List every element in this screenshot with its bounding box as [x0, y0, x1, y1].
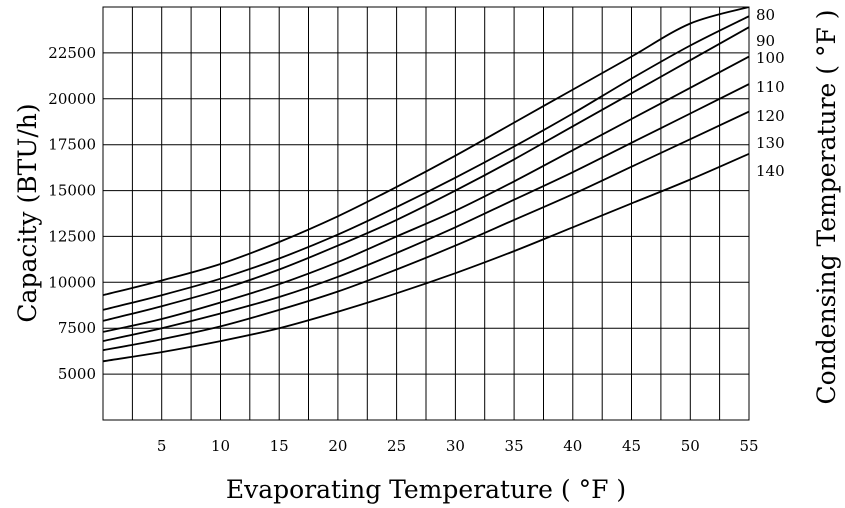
series-label-110: 110: [756, 78, 785, 96]
plot-frame: [102, 6, 750, 421]
x-tick-label: 20: [328, 437, 347, 455]
series-line-130: [103, 110, 749, 352]
series-label-80: 80: [756, 6, 775, 24]
x-tick-label: 25: [387, 437, 406, 455]
series-label-140: 140: [756, 162, 785, 180]
series-line-140: [103, 152, 749, 363]
x-tick-label: 55: [739, 437, 758, 455]
x-tick-label: 50: [681, 437, 700, 455]
y-tick-label: 17500: [48, 136, 96, 154]
series-line-80: [103, 7, 749, 297]
series-label-130: 130: [756, 134, 785, 152]
series-line-90: [103, 15, 749, 311]
y2-axis-title: Condensing Temperature ( °F ): [812, 9, 841, 404]
x-tick-label: 10: [211, 437, 230, 455]
x-tick-label: 15: [270, 437, 289, 455]
series-line-110: [103, 55, 749, 333]
y-tick-label: 10000: [48, 273, 96, 291]
y-axis-title: Capacity (BTU/h): [13, 103, 42, 322]
series-label-100: 100: [756, 49, 785, 67]
curves: [103, 7, 749, 363]
x-tick-label: 30: [446, 437, 465, 455]
y-tick-label: 7500: [58, 319, 96, 337]
y-tick-label: 15000: [48, 182, 96, 200]
series-label-90: 90: [756, 32, 775, 50]
y-tick-labels: 5000 7500 10000 12500 15000 17500 20000 22500: [48, 44, 96, 383]
x-tick-label: 5: [157, 437, 167, 455]
x-tick-label: 35: [505, 437, 524, 455]
x-tick-label: 40: [563, 437, 582, 455]
x-axis-title: Evaporating Temperature ( °F ): [226, 475, 626, 504]
series-line-120: [103, 83, 749, 342]
series-label-120: 120: [756, 107, 785, 125]
y-tick-label: 20000: [48, 90, 96, 108]
y-tick-label: 12500: [48, 227, 96, 245]
y-tick-label: 5000: [58, 365, 96, 383]
x-tick-labels: 5 10 15 20 25 30 35 40 45 50 55: [157, 437, 759, 455]
y-tick-label: 22500: [48, 44, 96, 62]
grid: [103, 7, 749, 420]
x-tick-label: 45: [622, 437, 641, 455]
series-line-100: [103, 26, 749, 322]
